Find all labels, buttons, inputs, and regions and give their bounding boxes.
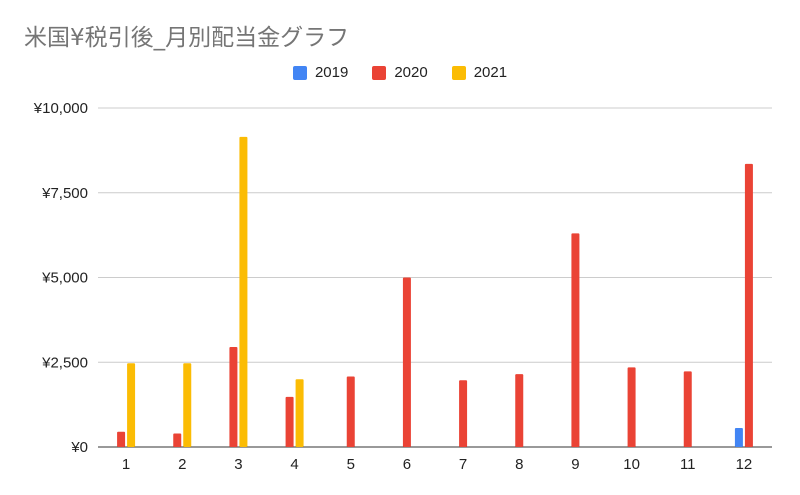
chart-legend: 2019 2020 2021 — [0, 64, 800, 81]
bar-2020-2 — [173, 433, 182, 447]
legend-label-2020: 2020 — [394, 64, 428, 81]
legend-label-2021: 2021 — [473, 64, 508, 81]
bar-2021-4 — [295, 379, 304, 447]
x-tick-label: 2 — [178, 456, 186, 473]
legend-item-2019[interactable]: 2019 — [292, 64, 349, 81]
bar-2020-10 — [627, 367, 636, 447]
legend-label-2019: 2019 — [314, 64, 349, 81]
bar-2020-7 — [459, 380, 468, 447]
bar-2020-1 — [117, 431, 126, 447]
bar-2020-9 — [571, 233, 580, 447]
x-tick-label: 10 — [623, 456, 640, 473]
x-tick-label: 5 — [347, 456, 355, 473]
bar-2020-8 — [515, 374, 524, 447]
y-tick-label: ¥10,000 — [33, 100, 88, 117]
legend-item-2020[interactable]: 2020 — [372, 64, 428, 81]
bar-2020-11 — [683, 371, 692, 447]
x-tick-label: 11 — [680, 456, 696, 473]
bar-2020-6 — [402, 277, 411, 447]
x-tick-label: 3 — [234, 456, 242, 473]
bar-2021-1 — [127, 363, 136, 447]
bar-2020-12 — [744, 163, 753, 447]
y-tick-label: ¥5,000 — [41, 270, 88, 287]
bar-2021-2 — [183, 363, 192, 447]
bar-2020-3 — [229, 346, 238, 447]
bar-2020-4 — [285, 396, 294, 447]
y-tick-label: ¥0 — [70, 439, 88, 456]
legend-swatch-2020 — [372, 65, 387, 80]
x-tick-label: 6 — [403, 456, 411, 473]
x-tick-label: 4 — [290, 456, 298, 473]
y-tick-label: ¥7,500 — [41, 185, 88, 202]
x-tick-label: 7 — [459, 456, 467, 473]
x-tick-label: 12 — [736, 456, 753, 473]
legend-swatch-2021 — [451, 65, 466, 80]
x-tick-label: 1 — [122, 456, 130, 473]
x-tick-label: 8 — [515, 456, 523, 473]
y-tick-label: ¥2,500 — [41, 354, 88, 371]
bar-2021-3 — [239, 136, 248, 447]
bar-2020-5 — [346, 376, 355, 447]
legend-swatch-2019 — [292, 65, 307, 80]
chart-title: 米国¥税引後_月別配当金グラフ — [24, 25, 350, 51]
bar-2019-12 — [734, 428, 743, 447]
legend-item-2021[interactable]: 2021 — [451, 64, 508, 81]
x-tick-label: 9 — [571, 456, 579, 473]
